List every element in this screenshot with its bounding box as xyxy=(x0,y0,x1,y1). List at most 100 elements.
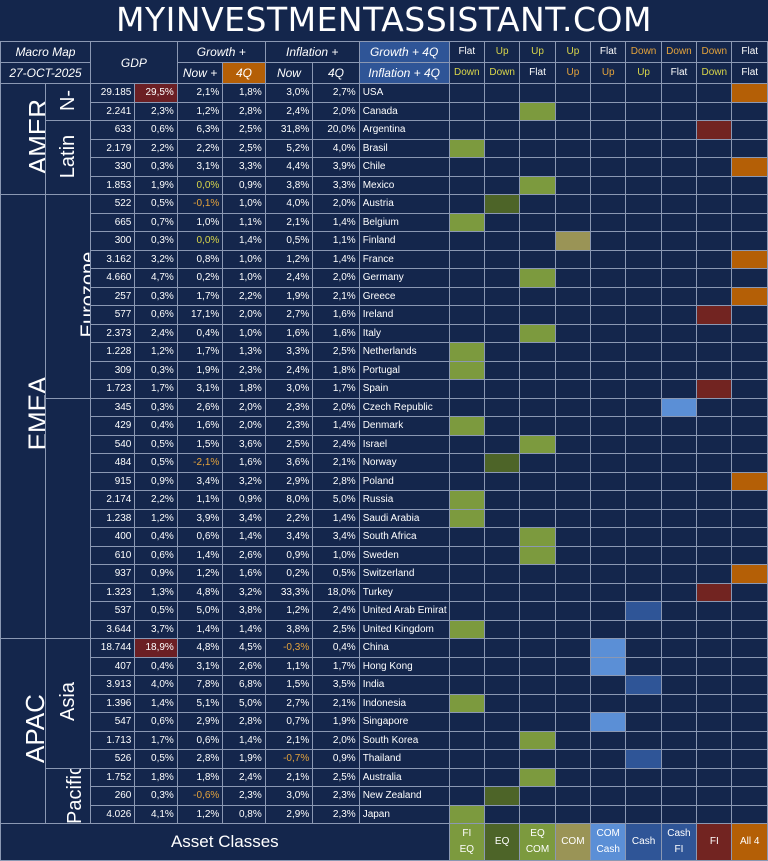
subregion-label-non_euro: Non - Euro Countries xyxy=(45,397,91,639)
country-name: Japan xyxy=(358,804,450,824)
gdp-value: 309 xyxy=(89,360,136,380)
regime-cell xyxy=(448,804,485,824)
regime-cell xyxy=(590,360,627,380)
regime-cell xyxy=(696,712,733,732)
regime-cell xyxy=(483,564,521,584)
regime-cell xyxy=(483,527,521,547)
regime-cell xyxy=(448,268,485,288)
regime-cell xyxy=(590,212,627,232)
regime-cell xyxy=(731,305,768,325)
regime-cell xyxy=(519,83,556,103)
regime-cell xyxy=(731,471,768,491)
regime-cell xyxy=(696,508,733,528)
inflation-4q: 2,1% xyxy=(312,453,360,473)
gdp-share: 0,6% xyxy=(134,120,178,140)
growth-now: 0,6% xyxy=(176,730,224,750)
table-row: 429 0,4% 1,6% 2,0% 2,3% 1,4% Denmark xyxy=(1,416,768,436)
inflation-now: 2,1% xyxy=(264,767,314,787)
regime-cell xyxy=(696,656,733,676)
regime-cell xyxy=(590,305,627,325)
gdp-share: 0,3% xyxy=(134,397,178,417)
inflation-4q: 2,7% xyxy=(312,83,360,103)
table-row: 257 0,3% 1,7% 2,2% 1,9% 2,1% Greece xyxy=(1,286,768,306)
regime-cell xyxy=(483,360,521,380)
regime-cell xyxy=(483,157,521,177)
regime-cell xyxy=(519,582,556,602)
table-row: 330 0,3% 3,1% 3,3% 4,4% 3,9% Chile xyxy=(1,157,768,177)
growth-now: 1,9% xyxy=(176,360,224,380)
table-row: EMEA Eurozone 522 0,5% -0,1% 1,0% 4,0% 2,0% Aust… xyxy=(0,194,768,639)
regime-cell xyxy=(731,231,768,251)
inflation-now: 2,9% xyxy=(264,804,314,824)
gdp-value: 3.162 xyxy=(89,249,136,269)
regime-cell xyxy=(625,397,662,417)
regime-cell xyxy=(590,120,627,140)
regime-col-top: Up xyxy=(554,41,592,63)
growth-4q: 2,4% xyxy=(222,767,266,787)
regime-cell xyxy=(554,453,592,473)
inflation-4q: 2,3% xyxy=(312,804,360,824)
regime-cell xyxy=(554,675,592,695)
inflation-now: 2,1% xyxy=(264,212,314,232)
growth-now: 1,2% xyxy=(176,101,224,121)
growth-4q: 3,2% xyxy=(222,582,266,602)
regime-cell xyxy=(554,101,592,121)
table-row: 1.323 1,3% 4,8% 3,2% 33,3% 18,0% Turkey xyxy=(1,582,768,602)
regime-cell xyxy=(590,101,627,121)
regime-cell xyxy=(696,194,733,214)
regime-cell xyxy=(554,730,592,750)
growth-4q: 1,4% xyxy=(222,730,266,750)
regime-cell xyxy=(625,490,662,510)
asset-class-legend: Cash xyxy=(625,823,662,861)
regime-cell xyxy=(483,286,521,306)
inflation-now: 0,5% xyxy=(264,231,314,251)
regime-cell xyxy=(448,379,485,399)
regime-cell xyxy=(590,490,627,510)
inflation-now: 4,0% xyxy=(264,194,314,214)
country-name: United Kingdom xyxy=(358,619,450,639)
regime-cell xyxy=(696,471,733,491)
table-row: 4.660 4,7% 0,2% 1,0% 2,4% 2,0% Germany xyxy=(1,268,768,288)
regime-cell xyxy=(483,804,521,824)
regime-cell xyxy=(696,786,733,806)
regime-cell xyxy=(731,545,768,565)
regime-cell xyxy=(483,342,521,362)
regime-cell xyxy=(696,268,733,288)
table-row: 400 0,4% 0,6% 1,4% 3,4% 3,4% South Africa xyxy=(1,527,768,547)
regime-cell xyxy=(448,749,485,769)
growth-4q: 1,4% xyxy=(222,619,266,639)
inflation-4q: 2,0% xyxy=(312,730,360,750)
gdp-value: 915 xyxy=(89,471,136,491)
regime-cell xyxy=(696,619,733,639)
regime-cell xyxy=(731,83,768,103)
regime-cell xyxy=(554,508,592,528)
regime-cell xyxy=(448,194,485,214)
table-row: 3.644 3,7% 1,4% 1,4% 3,8% 2,5% United Kingdom xyxy=(1,619,768,639)
regime-cell xyxy=(731,416,768,436)
regime-cell xyxy=(625,157,662,177)
inflation-4q: 2,0% xyxy=(312,268,360,288)
region-label-amer: AMER xyxy=(0,83,47,195)
regime-cell xyxy=(660,656,698,676)
country-name: United Arab Emirat xyxy=(358,601,450,621)
growth-now: 1,2% xyxy=(176,804,224,824)
growth-now: 2,1% xyxy=(176,83,224,103)
regime-col-top: Up xyxy=(519,41,556,63)
regime-cell xyxy=(519,675,556,695)
regime-cell xyxy=(554,212,592,232)
regime-cell xyxy=(590,527,627,547)
growth-now: 17,1% xyxy=(176,305,224,325)
gdp-value: 547 xyxy=(89,712,136,732)
regime-cell xyxy=(554,175,592,195)
gdp-value: 4.660 xyxy=(89,268,136,288)
inflation-now: 3,8% xyxy=(264,619,314,639)
asset-class-legend: EQ xyxy=(483,823,521,861)
table-row: 540 0,5% 1,5% 3,6% 2,5% 2,4% Israel xyxy=(1,434,768,454)
regime-cell xyxy=(731,101,768,121)
regime-cell xyxy=(696,675,733,695)
regime-cell xyxy=(696,545,733,565)
inflation-4q: 1,1% xyxy=(312,231,360,251)
regime-cell xyxy=(625,693,662,713)
gdp-share: 1,7% xyxy=(134,730,178,750)
inflation-4q: 4,0% xyxy=(312,138,360,158)
